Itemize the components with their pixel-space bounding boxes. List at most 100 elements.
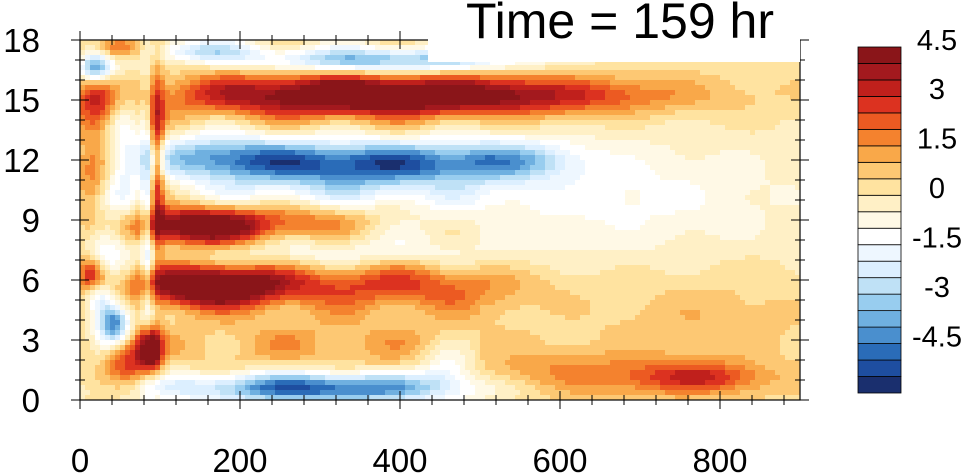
contour-cell	[175, 130, 181, 136]
contour-cell	[415, 370, 421, 376]
contour-cell	[235, 145, 241, 151]
contour-cell	[395, 335, 401, 341]
contour-cell	[325, 270, 331, 276]
contour-cell	[425, 40, 431, 46]
contour-cell	[275, 200, 281, 206]
contour-cell	[160, 75, 166, 81]
contour-cell	[405, 225, 411, 231]
contour-cell	[85, 335, 91, 341]
contour-cell	[185, 185, 191, 191]
contour-cell	[260, 295, 266, 301]
contour-cell	[405, 255, 411, 261]
contour-cell	[105, 255, 111, 261]
contour-cell	[375, 355, 381, 361]
contour-cell	[170, 180, 176, 186]
contour-cell	[80, 65, 86, 71]
contour-cell	[190, 110, 196, 116]
contour-cell	[125, 385, 131, 391]
contour-cell	[395, 385, 401, 391]
contour-cell	[240, 100, 246, 106]
contour-cell	[385, 280, 391, 286]
contour-cell	[365, 320, 371, 326]
contour-cell	[345, 165, 351, 171]
contour-cell	[310, 280, 316, 286]
contour-cell	[130, 70, 136, 76]
contour-cell	[320, 365, 326, 371]
contour-cell	[405, 290, 411, 296]
contour-cell	[405, 160, 411, 166]
contour-cell	[405, 100, 411, 106]
contour-cell	[220, 230, 226, 236]
contour-cell	[110, 280, 116, 286]
contour-cell	[200, 50, 206, 56]
contour-cell	[215, 310, 221, 316]
contour-cell	[310, 290, 316, 296]
contour-cell	[115, 125, 121, 131]
contour-cell	[370, 245, 376, 251]
contour-cell	[415, 245, 421, 251]
contour-cell	[200, 45, 206, 51]
contour-cell	[300, 330, 306, 336]
contour-cell	[310, 120, 316, 126]
contour-cell	[210, 305, 216, 311]
contour-cell	[175, 145, 181, 151]
contour-cell	[280, 155, 286, 161]
contour-cell	[325, 335, 331, 341]
contour-cell	[305, 50, 311, 56]
contour-cell	[425, 70, 431, 76]
contour-cell	[200, 375, 206, 381]
contour-cell	[380, 325, 386, 331]
contour-cell	[260, 115, 266, 121]
contour-cell	[145, 200, 151, 206]
contour-cell	[115, 395, 121, 400]
contour-cell	[260, 270, 266, 276]
contour-cell	[170, 210, 176, 216]
contour-cell	[130, 145, 136, 151]
contour-cell	[255, 380, 261, 386]
contour-cell	[305, 325, 311, 331]
contour-cell	[370, 335, 376, 341]
contour-cell	[410, 210, 416, 216]
contour-cell	[425, 130, 431, 136]
contour-cell	[355, 245, 361, 251]
contour-cell	[420, 200, 426, 206]
contour-cell	[340, 200, 346, 206]
contour-cell	[350, 110, 356, 116]
contour-cell	[120, 100, 126, 106]
contour-cell	[345, 115, 351, 121]
contour-cell	[145, 105, 151, 111]
contour-cell	[345, 285, 351, 291]
contour-cell	[300, 115, 306, 121]
contour-cell	[275, 220, 281, 226]
contour-cell	[210, 315, 216, 321]
contour-cell	[240, 330, 246, 336]
contour-cell	[140, 370, 146, 376]
contour-cell	[400, 305, 406, 311]
contour-cell	[285, 115, 291, 121]
contour-cell	[295, 275, 301, 281]
contour-cell	[175, 190, 181, 196]
contour-cell	[185, 385, 191, 391]
contour-cell	[145, 335, 151, 341]
contour-cell	[325, 250, 331, 256]
contour-cell	[420, 205, 426, 211]
contour-cell	[140, 220, 146, 226]
contour-cell	[240, 175, 246, 181]
contour-cell	[85, 355, 91, 361]
contour-cell	[330, 55, 336, 61]
contour-cell	[265, 135, 271, 141]
contour-cell	[285, 275, 291, 281]
contour-cell	[320, 335, 326, 341]
contour-cell	[345, 325, 351, 331]
contour-cell	[80, 245, 86, 251]
contour-cell	[160, 345, 166, 351]
contour-cell	[355, 240, 361, 246]
contour-cell	[305, 240, 311, 246]
contour-cell	[390, 105, 396, 111]
contour-cell	[275, 245, 281, 251]
contour-cell	[100, 65, 106, 71]
contour-cell	[345, 210, 351, 216]
contour-cell	[150, 325, 156, 331]
contour-cell	[250, 165, 256, 171]
contour-cell	[250, 50, 256, 56]
